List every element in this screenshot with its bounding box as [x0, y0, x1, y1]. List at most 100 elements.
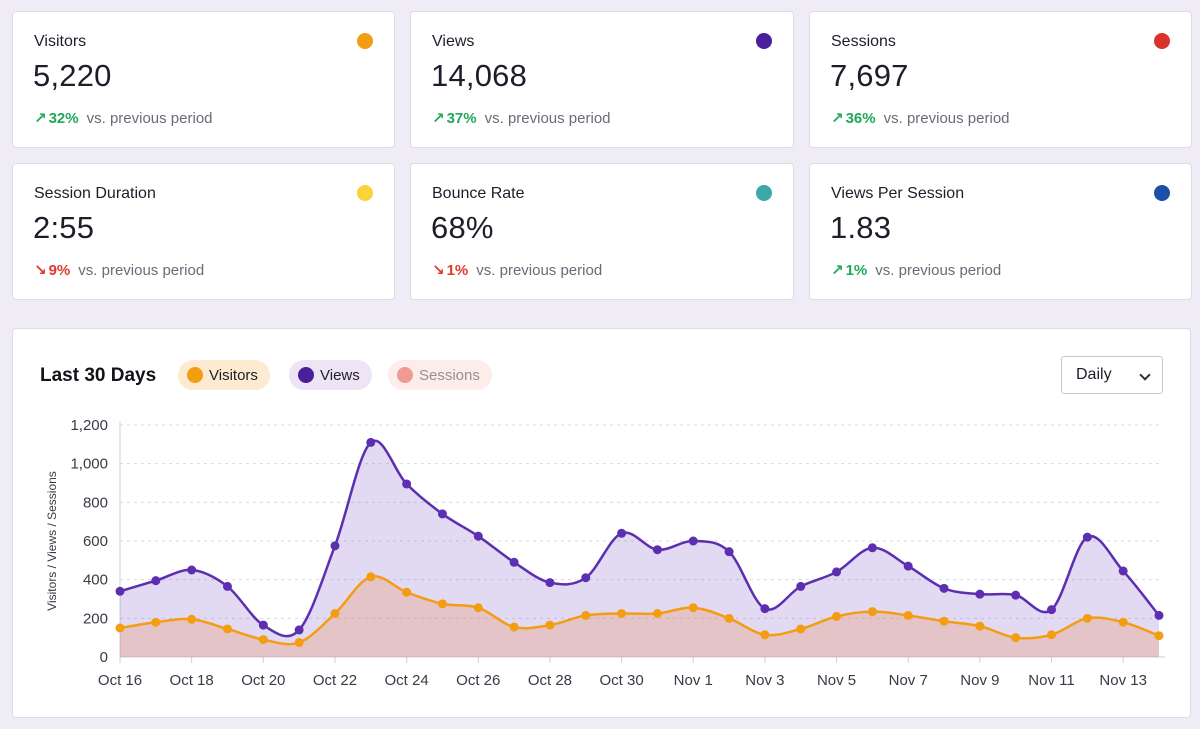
stat-color-dot	[1154, 33, 1170, 49]
stat-card-session-duration: Session Duration 2:55 ↘ 9% vs. previous …	[12, 163, 395, 300]
visitors-point	[330, 609, 340, 618]
stat-change-percent: 1%	[446, 261, 469, 279]
y-tick-label: 800	[83, 494, 108, 511]
views-point	[437, 509, 447, 519]
x-tick-label: Nov 11	[1028, 672, 1074, 689]
trend-arrow-icon: ↗	[831, 262, 844, 279]
views-point	[832, 567, 842, 577]
stat-color-dot	[1154, 185, 1170, 201]
stat-label: Session Duration	[34, 185, 156, 202]
visitors-area	[120, 576, 1159, 657]
visitors-point	[151, 617, 161, 627]
visitors-point	[975, 621, 985, 631]
stat-value: 2:55	[33, 210, 95, 245]
stat-value: 68%	[431, 210, 494, 245]
views-point	[1082, 532, 1092, 542]
stat-value: 7,697	[830, 58, 909, 93]
stat-card-visitors: Visitors 5,220 ↗ 32% vs. previous period	[12, 11, 395, 148]
legend-dot-icon	[397, 367, 413, 383]
views-point	[1154, 610, 1164, 620]
views-point	[330, 541, 340, 551]
stat-color-dot	[357, 33, 373, 49]
x-tick-label: Nov 1	[674, 672, 713, 689]
views-point	[151, 576, 161, 586]
views-area	[120, 440, 1159, 657]
views-point	[1118, 566, 1128, 576]
views-point	[688, 536, 698, 546]
stat-change-caption: vs. previous period	[86, 109, 213, 127]
visitors-point	[222, 624, 232, 634]
stat-label: Sessions	[831, 33, 896, 50]
legend-label: Visitors	[209, 366, 258, 384]
x-tick-label: Oct 16	[98, 672, 142, 689]
stat-label: Visitors	[34, 33, 87, 50]
stat-card-bounce-rate: Bounce Rate 68% ↘ 1% vs. previous period	[410, 163, 794, 300]
stat-change-percent: 1%	[845, 261, 868, 279]
visitors-point	[1011, 633, 1021, 643]
x-tick-label: Nov 7	[889, 672, 928, 689]
x-tick-label: Oct 20	[241, 672, 285, 689]
visitors-point	[903, 610, 913, 620]
views-point	[939, 583, 949, 593]
visitors-point	[1118, 617, 1128, 627]
stat-color-dot	[756, 185, 772, 201]
visitors-point	[796, 624, 806, 634]
chart-title: Last 30 Days	[40, 365, 157, 386]
stat-change: ↗ 37% vs. previous period	[432, 109, 611, 128]
stat-card-views-per-session: Views Per Session 1.83 ↗ 1% vs. previous…	[809, 163, 1192, 300]
stat-change-percent: 36%	[845, 109, 876, 127]
stat-label: Views Per Session	[831, 185, 965, 202]
y-tick-label: 200	[83, 610, 108, 627]
y-tick-label: 400	[83, 572, 108, 589]
y-axis-label: Visitors / Views / Sessions	[45, 471, 59, 611]
stat-change: ↘ 1% vs. previous period	[432, 261, 602, 280]
legend-toggle-sessions[interactable]: Sessions	[388, 360, 492, 390]
visitors-point	[473, 603, 483, 613]
visitors-point	[294, 638, 304, 647]
stat-change-caption: vs. previous period	[875, 261, 1002, 279]
stat-change-percent: 37%	[446, 109, 477, 127]
views-point	[867, 543, 877, 553]
visitors-point	[939, 616, 949, 626]
x-tick-label: Oct 30	[599, 672, 643, 689]
views-point	[1011, 590, 1021, 600]
visitors-point	[1154, 631, 1164, 641]
visitors-point	[366, 572, 376, 582]
y-tick-label: 600	[83, 533, 108, 550]
stat-change-caption: vs. previous period	[883, 109, 1010, 127]
y-tick-label: 1,000	[70, 456, 108, 473]
stat-card-views: Views 14,068 ↗ 37% vs. previous period	[410, 11, 794, 148]
chart-panel: Last 30 Days Visitors Views Sessions Dai…	[12, 328, 1191, 718]
visitors-point	[509, 622, 519, 632]
stat-change-caption: vs. previous period	[484, 109, 611, 127]
visitors-point	[258, 635, 268, 645]
trend-arrow-icon: ↘	[34, 262, 47, 279]
x-tick-label: Oct 28	[528, 672, 572, 689]
visitors-point	[545, 620, 555, 630]
visitors-point	[617, 609, 627, 618]
x-tick-label: Nov 13	[1099, 672, 1147, 689]
legend-dot-icon	[298, 367, 314, 383]
visitors-point	[1047, 630, 1057, 640]
views-point	[724, 547, 734, 557]
stat-color-dot	[756, 33, 772, 49]
stat-label: Bounce Rate	[432, 185, 525, 202]
views-point	[473, 531, 483, 541]
x-tick-label: Oct 18	[170, 672, 214, 689]
stat-change: ↘ 9% vs. previous period	[34, 261, 204, 280]
views-point	[402, 479, 412, 489]
trend-arrow-icon: ↗	[34, 110, 47, 127]
trend-arrow-icon: ↘	[432, 262, 445, 279]
stat-value: 5,220	[33, 58, 112, 93]
legend-toggle-visitors[interactable]: Visitors	[178, 360, 270, 390]
views-point	[187, 565, 197, 575]
visitors-point	[402, 587, 412, 597]
interval-select[interactable]: Daily	[1061, 356, 1163, 394]
visitors-point	[115, 623, 125, 633]
legend-toggle-views[interactable]: Views	[289, 360, 372, 390]
views-point	[617, 528, 627, 538]
interval-selected-value: Daily	[1076, 366, 1112, 383]
stat-label: Views	[432, 33, 475, 50]
visitors-point	[724, 613, 734, 623]
trend-arrow-icon: ↗	[831, 110, 844, 127]
